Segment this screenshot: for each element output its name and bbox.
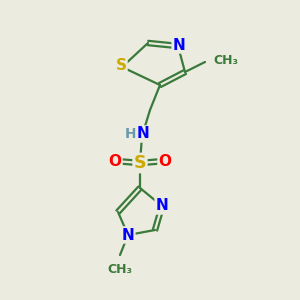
Text: S: S (116, 58, 127, 74)
Text: N: N (122, 227, 134, 242)
Text: S: S (134, 154, 146, 172)
Text: N: N (156, 199, 168, 214)
Text: CH₃: CH₃ (213, 53, 238, 67)
Text: O: O (158, 154, 172, 169)
Text: O: O (109, 154, 122, 169)
Text: CH₃: CH₃ (107, 263, 133, 276)
Text: N: N (172, 38, 185, 52)
Text: N: N (136, 127, 149, 142)
Text: H: H (125, 127, 137, 141)
